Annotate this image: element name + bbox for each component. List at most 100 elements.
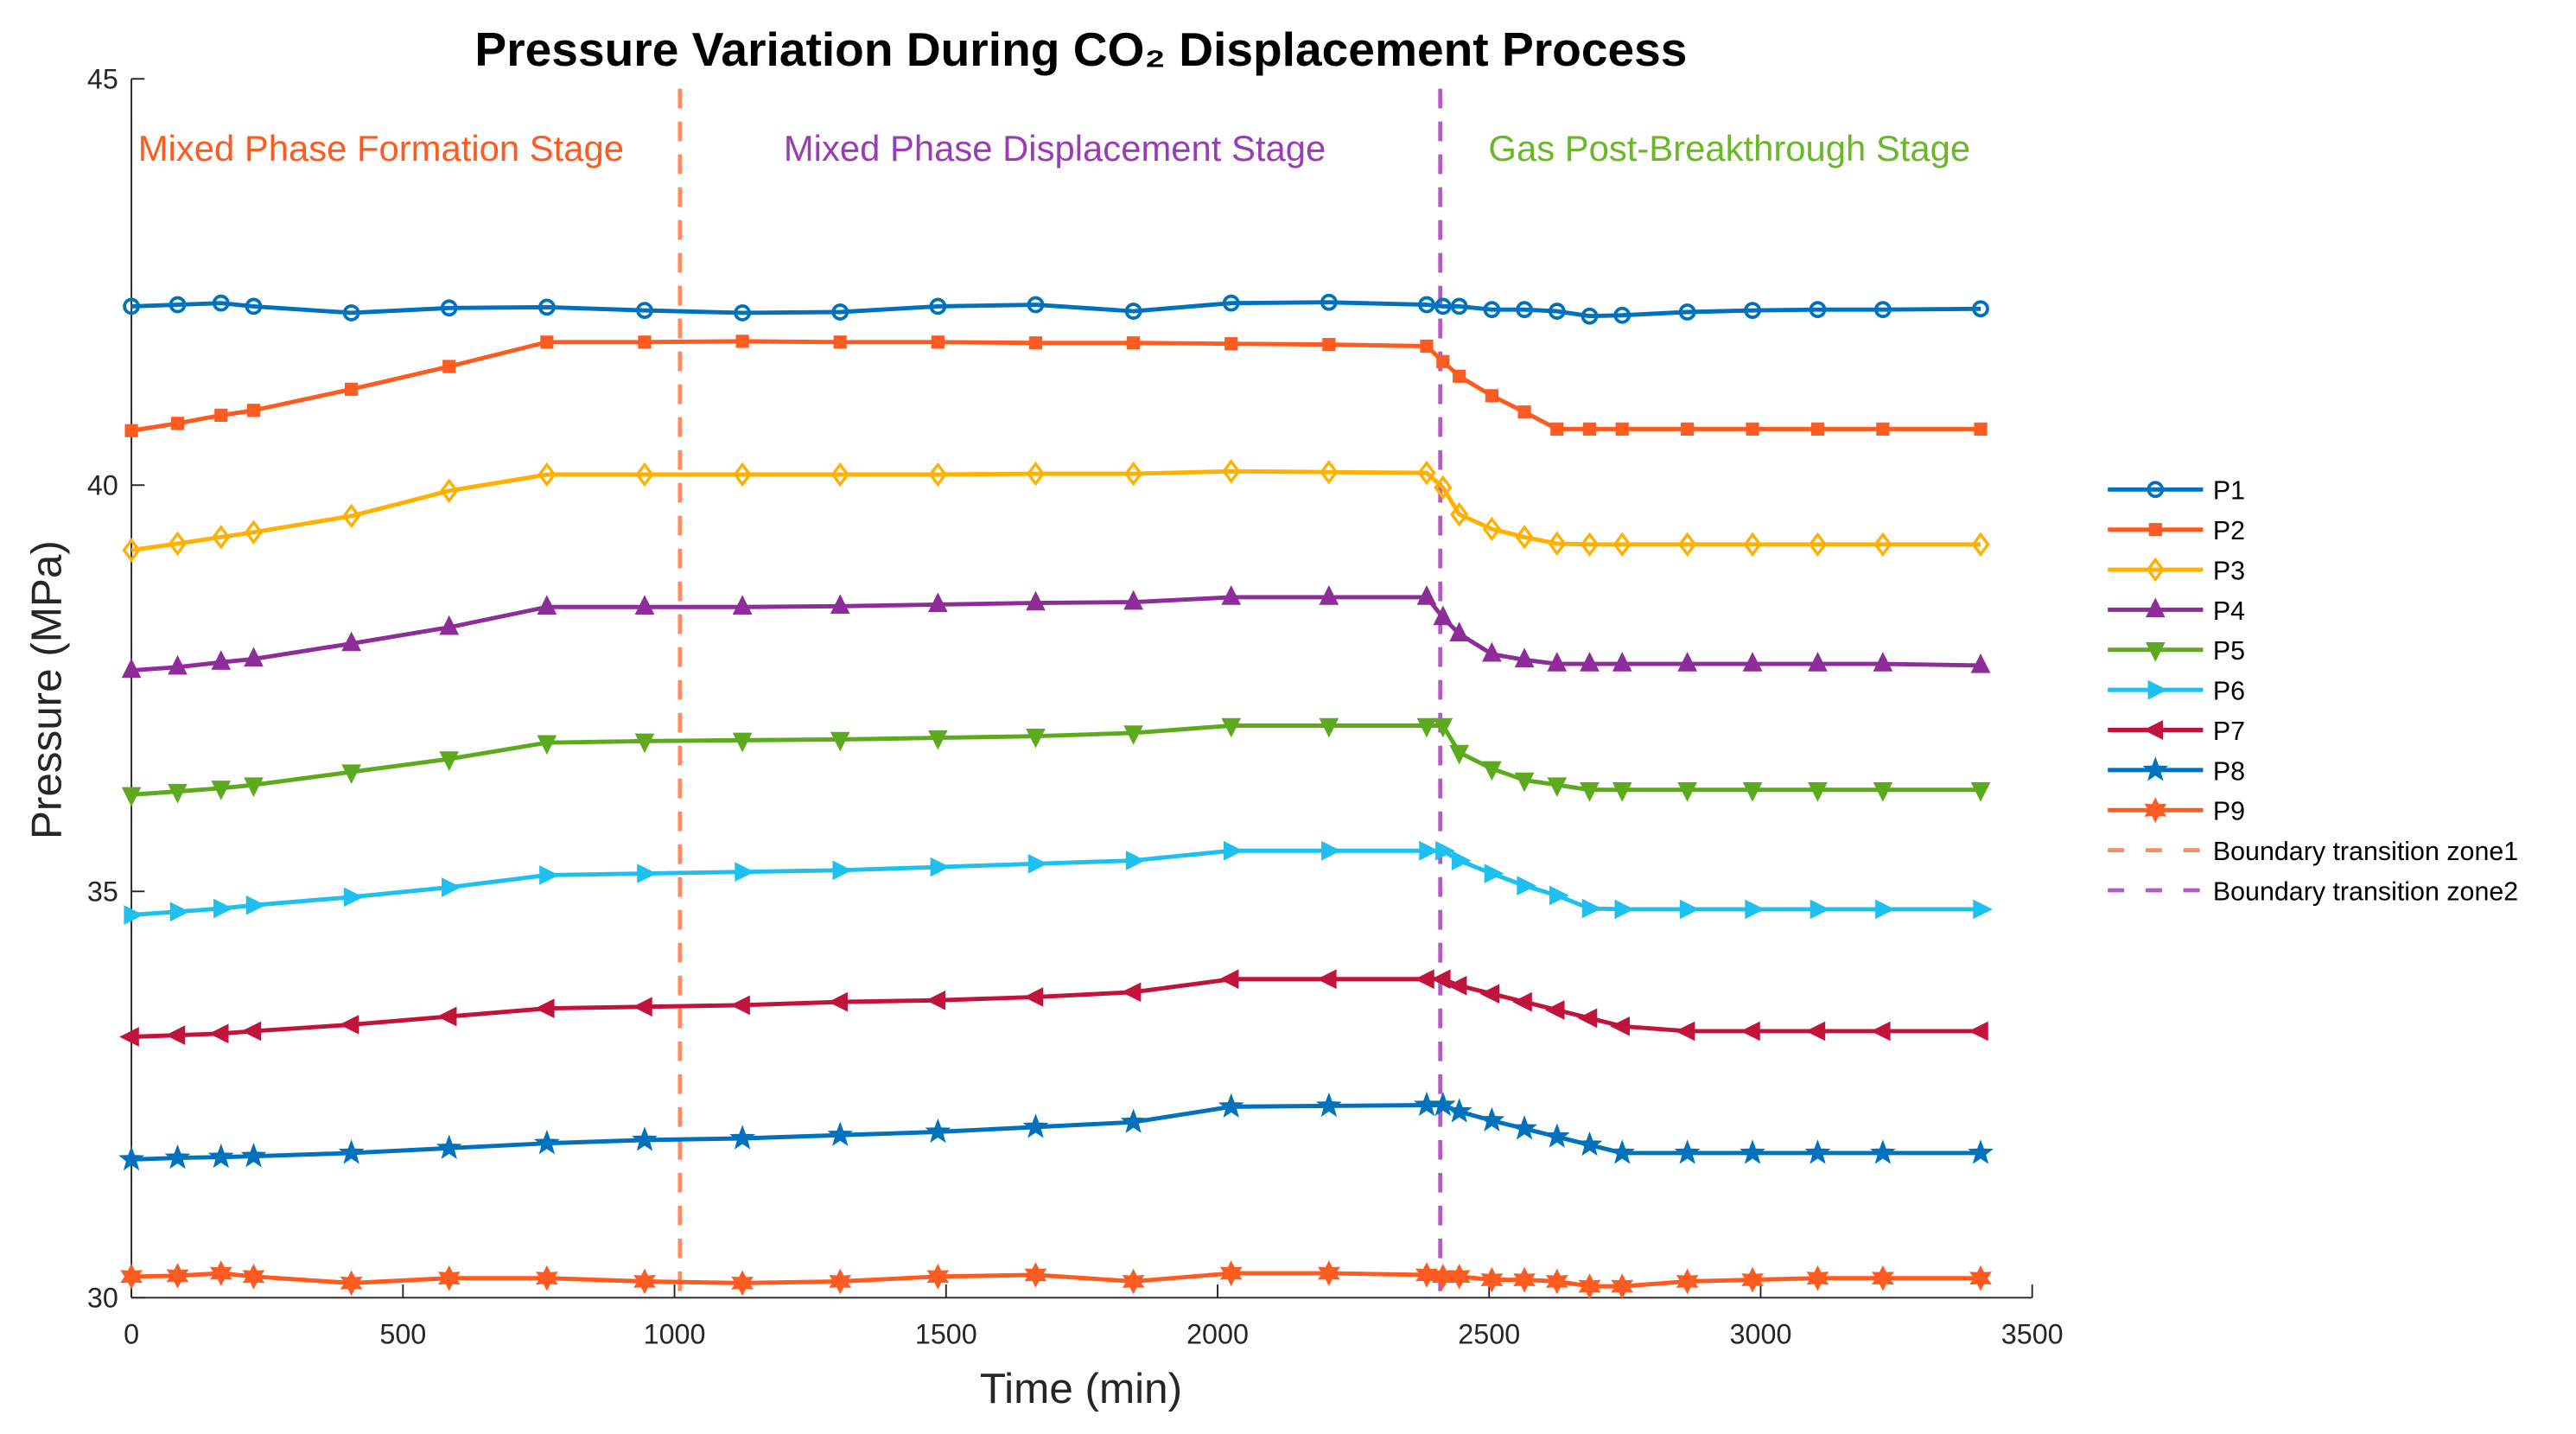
- triangle-up-marker: [1612, 652, 1632, 672]
- star-marker: [1120, 1108, 1147, 1133]
- triangle-down-marker: [830, 731, 850, 752]
- triangle-left-marker: [1969, 1021, 1988, 1042]
- hexagram-marker: [166, 1263, 189, 1289]
- diamond-marker: [1222, 459, 1241, 484]
- triangle-left-marker: [1121, 982, 1142, 1003]
- legend: P1 P2 P3 P4 P5 P6 P7 P8 P9 Boundary transition zo…: [2108, 476, 2518, 906]
- circle-marker: [1613, 306, 1631, 324]
- triangle-right-marker: [1679, 899, 1700, 920]
- legend-item-p8: P8: [2108, 756, 2245, 786]
- hexagram-marker: [1447, 1263, 1471, 1290]
- legend-item-boundary-2: Boundary transition zone2: [2108, 876, 2518, 906]
- triangle-right-marker: [1435, 840, 1455, 861]
- triangle-down-marker: [1123, 725, 1143, 745]
- triangle-right-marker: [1614, 899, 1635, 920]
- legend-item-p7: P7: [2108, 717, 2245, 746]
- triangle-down-marker: [634, 733, 655, 754]
- star-marker: [1740, 1139, 1765, 1164]
- triangle-right-marker: [169, 902, 190, 922]
- hexagram-marker: [633, 1268, 656, 1295]
- triangle-down-marker: [1580, 782, 1600, 802]
- triangle-up-marker: [1547, 652, 1568, 672]
- legend-item-p3: P3: [2108, 556, 2245, 585]
- circle-marker: [636, 302, 653, 320]
- star-marker: [827, 1121, 854, 1146]
- triangle-down-marker: [1612, 782, 1632, 802]
- triangle-right-marker: [1419, 840, 1439, 861]
- y-tick-label: 45: [87, 64, 118, 95]
- triangle-down-marker: [1742, 782, 1763, 802]
- diamond-marker: [1548, 531, 1567, 557]
- legend-label: Boundary transition zone1: [2213, 837, 2518, 866]
- diamond-marker: [830, 462, 849, 488]
- square-marker: [1681, 422, 1695, 436]
- hexagram-marker: [437, 1265, 461, 1291]
- triangle-right-marker: [1581, 898, 1602, 919]
- triangle-left-marker: [208, 1023, 229, 1044]
- hexagram-marker: [1611, 1273, 1634, 1299]
- triangle-right-marker: [1549, 885, 1569, 906]
- triangle-left-marker: [730, 995, 750, 1016]
- triangle-down-marker: [1221, 717, 1242, 738]
- triangle-right-marker: [1027, 853, 1048, 874]
- series-line: [130, 595, 1981, 673]
- triangle-up-marker: [1416, 585, 1437, 605]
- star-marker: [1315, 1092, 1342, 1118]
- diamond-marker: [1612, 532, 1631, 558]
- triangle-left-marker: [241, 1021, 262, 1042]
- triangle-down-marker: [1433, 717, 1453, 738]
- triangle-right-marker: [1810, 899, 1830, 920]
- triangle-down-marker: [732, 732, 753, 753]
- triangle-down-marker: [1677, 782, 1697, 802]
- triangle-down-marker: [1449, 744, 1470, 765]
- legend-label: P1: [2213, 476, 2245, 506]
- series-p7: [119, 969, 1988, 1047]
- diamond-marker: [1743, 532, 1762, 558]
- star-marker: [1429, 1091, 1456, 1117]
- diamond-marker: [341, 503, 361, 529]
- hexagram-marker: [926, 1263, 950, 1290]
- x-axis-label: Time (min): [980, 1365, 1182, 1412]
- circle-marker: [212, 294, 230, 312]
- star-marker: [1576, 1131, 1603, 1157]
- series-p6: [124, 840, 1993, 925]
- star-marker: [164, 1144, 191, 1170]
- triangle-right-marker: [1451, 851, 1472, 870]
- diamond-marker: [1482, 516, 1502, 542]
- legend-label: Boundary transition zone2: [2213, 876, 2518, 906]
- hexagram-marker: [120, 1263, 143, 1290]
- star-marker: [207, 1143, 234, 1169]
- diamond-marker: [1320, 459, 1339, 485]
- y-tick-label: 40: [87, 470, 118, 501]
- circle-marker: [245, 297, 263, 315]
- legend-item-boundary-1: Boundary transition zone1: [2108, 837, 2518, 866]
- legend-item-p4: P4: [2108, 596, 2245, 626]
- circle-marker: [1027, 296, 1045, 314]
- star-marker: [1479, 1106, 1505, 1132]
- circle-marker: [1548, 303, 1566, 320]
- circle-marker: [1972, 300, 1989, 318]
- square-marker: [1810, 422, 1825, 436]
- legend-label: P5: [2213, 636, 2245, 666]
- triangle-up-marker: [1677, 652, 1697, 672]
- triangle-down-marker: [1547, 777, 1568, 798]
- square-marker: [1485, 389, 1499, 403]
- triangle-down-marker: [1514, 772, 1535, 793]
- circle-marker: [1450, 297, 1468, 315]
- triangle-left-marker: [1218, 969, 1239, 990]
- star-marker: [1446, 1098, 1472, 1123]
- hexagram-marker: [1513, 1266, 1536, 1293]
- triangle-down-marker: [928, 730, 948, 750]
- star-marker: [1414, 1091, 1440, 1117]
- triangle-up-marker: [168, 654, 188, 675]
- triangle-left-marker: [1577, 1008, 1598, 1029]
- triangle-left-marker: [925, 990, 946, 1010]
- x-tick-label: 3000: [1730, 1318, 1792, 1349]
- series-p9: [120, 1260, 1992, 1299]
- triangle-up-marker: [1580, 652, 1600, 672]
- triangle-up-marker: [1123, 590, 1143, 610]
- square-marker: [1127, 336, 1141, 350]
- series-p3: [122, 459, 1990, 563]
- x-tick-label: 500: [379, 1318, 426, 1349]
